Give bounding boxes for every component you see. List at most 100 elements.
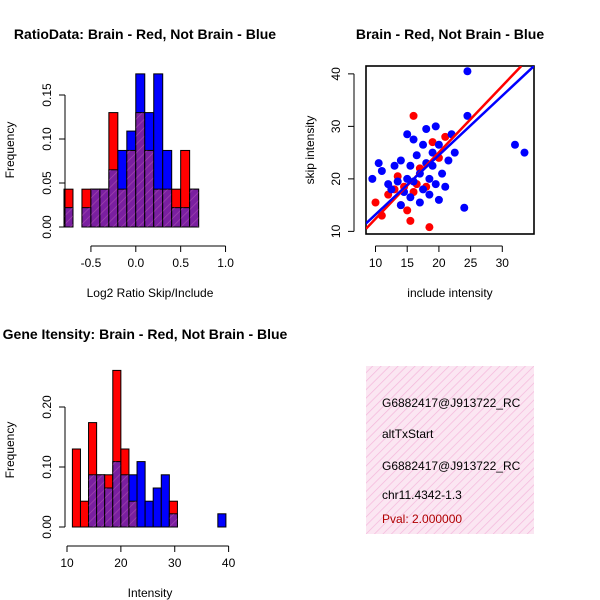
x-tick-label: 25 <box>464 256 478 270</box>
not-brain-point <box>444 156 453 165</box>
brain-point <box>371 198 380 207</box>
not-brain-point <box>403 174 412 183</box>
x-tick-label: 15 <box>401 256 415 270</box>
not-brain-point <box>406 193 415 202</box>
not-brain-point <box>412 151 421 160</box>
x-tick-label: 0.5 <box>172 256 189 270</box>
info-locus: chr11.4342-1.3 <box>382 488 462 502</box>
not-brain-point <box>387 185 396 194</box>
plot-area <box>366 66 534 232</box>
overlap-hatch <box>90 189 100 227</box>
overlap-hatch <box>189 189 199 227</box>
blue-bar <box>152 487 162 528</box>
not-brain-point <box>425 190 434 199</box>
overlap-hatch <box>108 169 118 227</box>
brain-point <box>406 216 415 225</box>
ratio-histogram-ylabel: Frequency <box>3 122 17 179</box>
overlap-hatch <box>162 189 172 227</box>
overlap-hatch <box>126 150 136 227</box>
not-brain-fit-line <box>366 66 534 225</box>
overlap-hatch <box>135 112 145 227</box>
not-brain-point <box>450 148 459 157</box>
red-bar <box>79 500 90 528</box>
red-bar <box>71 448 81 528</box>
overlap-hatch <box>117 189 127 227</box>
not-brain-point <box>460 203 469 212</box>
not-brain-point <box>396 201 405 210</box>
not-brain-point <box>393 177 402 186</box>
overlap-hatch <box>180 207 190 227</box>
not-brain-point <box>431 180 440 189</box>
info-pval: Pval: 2.000000 <box>382 512 462 526</box>
overlap-hatch <box>64 207 73 227</box>
not-brain-point <box>438 169 447 178</box>
brain-fit-line <box>366 66 523 230</box>
not-brain-point <box>390 161 399 170</box>
not-brain-point <box>422 125 431 133</box>
overlap-hatch <box>169 513 178 527</box>
blue-bar <box>136 461 146 528</box>
not-brain-point <box>431 122 440 131</box>
not-brain-point <box>377 167 386 175</box>
overlap-hatch <box>81 207 91 227</box>
not-brain-point <box>409 135 418 144</box>
info-event: altTxStart <box>382 427 434 441</box>
ratio-histogram-xlabel: Log2 Ratio Skip/Include <box>87 286 214 300</box>
x-tick-label: 0.0 <box>127 256 144 270</box>
not-brain-point <box>510 140 519 149</box>
not-brain-point <box>520 148 529 157</box>
ratio-histogram: RatioData: Brain - Red, Not Brain - Blue… <box>3 26 276 300</box>
x-tick-label: 20 <box>114 556 128 570</box>
x-tick-label: 30 <box>496 256 510 270</box>
gene-histogram-title: Gene Itensity: Brain - Red, Not Brain - … <box>3 326 288 342</box>
not-brain-point <box>396 156 405 165</box>
not-brain-point <box>434 195 443 204</box>
overlap-hatch <box>99 189 109 227</box>
y-tick-label: 0.15 <box>40 83 54 107</box>
scatter-xlabel: include intensity <box>407 286 492 300</box>
y-tick-label: 0.10 <box>40 455 54 479</box>
info-id-2: G6882417@J913722_RC <box>382 459 521 473</box>
y-tick-label: 0.00 <box>40 515 54 539</box>
brain-point <box>428 138 437 147</box>
brain-point <box>425 223 434 232</box>
not-brain-point <box>434 140 443 149</box>
y-tick-label: 10 <box>329 224 343 238</box>
not-brain-point <box>403 130 412 139</box>
x-tick-label: -0.5 <box>81 256 102 270</box>
y-tick-label: 40 <box>329 67 343 81</box>
not-brain-point <box>463 67 472 76</box>
y-tick-label: 0.20 <box>40 395 54 419</box>
not-brain-point <box>368 174 377 183</box>
overlap-hatch <box>120 474 129 527</box>
not-brain-point <box>428 148 437 157</box>
y-tick-label: 0.10 <box>40 127 54 151</box>
overlap-hatch <box>153 189 163 227</box>
brain-point <box>409 111 418 120</box>
not-brain-point <box>415 198 424 207</box>
x-tick-label: 40 <box>222 556 236 570</box>
overlap-hatch <box>112 461 121 527</box>
info-panel-hatch <box>366 366 534 534</box>
x-tick-label: 10 <box>60 556 74 570</box>
overlap-hatch <box>88 474 97 527</box>
not-brain-point <box>419 140 428 149</box>
blue-bar <box>217 513 227 528</box>
gene-histogram-xlabel: Intensity <box>128 586 173 600</box>
overlap-hatch <box>171 207 181 227</box>
x-tick-label: 1.0 <box>217 256 234 270</box>
not-brain-point <box>425 174 434 183</box>
overlap-hatch <box>144 150 154 227</box>
not-brain-point <box>419 185 428 194</box>
scatter-title: Brain - Red, Not Brain - Blue <box>356 26 544 42</box>
not-brain-point <box>406 161 415 170</box>
not-brain-point <box>374 159 383 168</box>
not-brain-point <box>463 111 472 120</box>
overlap-hatch <box>104 488 113 527</box>
blue-bar <box>160 474 170 528</box>
overlap-hatch <box>128 501 138 527</box>
scatter-ylabel: skip intensity <box>303 116 317 185</box>
info-id-1: G6882417@J913722_RC <box>382 396 521 410</box>
brain-point <box>441 132 450 141</box>
